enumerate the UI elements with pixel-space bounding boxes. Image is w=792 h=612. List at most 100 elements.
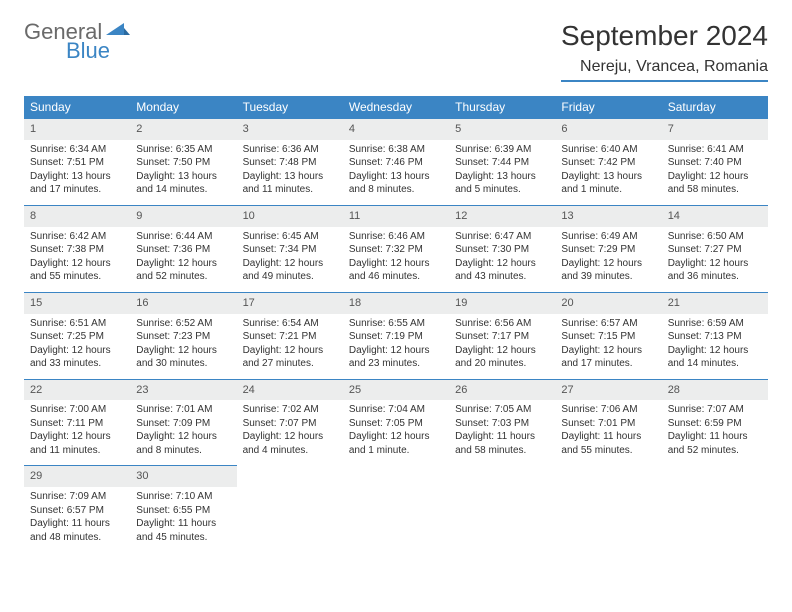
day-body: Sunrise: 6:57 AMSunset: 7:15 PMDaylight:… — [555, 314, 661, 379]
day-body: Sunrise: 6:35 AMSunset: 7:50 PMDaylight:… — [130, 140, 236, 205]
day-body: Sunrise: 6:34 AMSunset: 7:51 PMDaylight:… — [24, 140, 130, 205]
day-body: Sunrise: 6:41 AMSunset: 7:40 PMDaylight:… — [662, 140, 768, 205]
day-number: 21 — [662, 292, 768, 314]
calendar-day-cell: 22Sunrise: 7:00 AMSunset: 7:11 PMDayligh… — [24, 379, 130, 466]
day-number: 6 — [555, 118, 661, 140]
sunrise-text: Sunrise: 6:45 AM — [243, 230, 337, 244]
day-body: Sunrise: 6:38 AMSunset: 7:46 PMDaylight:… — [343, 140, 449, 205]
sunrise-text: Sunrise: 6:56 AM — [455, 317, 549, 331]
day-body: Sunrise: 7:00 AMSunset: 7:11 PMDaylight:… — [24, 400, 130, 465]
calendar-day-cell: 27Sunrise: 7:06 AMSunset: 7:01 PMDayligh… — [555, 379, 661, 466]
sunset-text: Sunset: 7:01 PM — [561, 417, 655, 431]
calendar-day-cell: 10Sunrise: 6:45 AMSunset: 7:34 PMDayligh… — [237, 205, 343, 292]
sunset-text: Sunset: 7:03 PM — [455, 417, 549, 431]
sunrise-text: Sunrise: 6:50 AM — [668, 230, 762, 244]
sunrise-text: Sunrise: 6:57 AM — [561, 317, 655, 331]
calendar-day-cell: 29Sunrise: 7:09 AMSunset: 6:57 PMDayligh… — [24, 465, 130, 552]
calendar-day-cell: 3Sunrise: 6:36 AMSunset: 7:48 PMDaylight… — [237, 118, 343, 205]
sunset-text: Sunset: 7:40 PM — [668, 156, 762, 170]
calendar-day-cell: 12Sunrise: 6:47 AMSunset: 7:30 PMDayligh… — [449, 205, 555, 292]
header: General Blue September 2024 Nereju, Vran… — [24, 20, 768, 82]
sunset-text: Sunset: 7:23 PM — [136, 330, 230, 344]
calendar-week-row: 8Sunrise: 6:42 AMSunset: 7:38 PMDaylight… — [24, 205, 768, 292]
sunset-text: Sunset: 7:17 PM — [455, 330, 549, 344]
day-number: 27 — [555, 379, 661, 401]
daylight-text: Daylight: 11 hours and 52 minutes. — [668, 430, 762, 457]
day-body: Sunrise: 7:06 AMSunset: 7:01 PMDaylight:… — [555, 400, 661, 465]
sunrise-text: Sunrise: 7:10 AM — [136, 490, 230, 504]
sunset-text: Sunset: 7:51 PM — [30, 156, 124, 170]
daylight-text: Daylight: 12 hours and 17 minutes. — [561, 344, 655, 371]
sunrise-text: Sunrise: 7:07 AM — [668, 403, 762, 417]
daylight-text: Daylight: 11 hours and 48 minutes. — [30, 517, 124, 544]
sunrise-text: Sunrise: 7:01 AM — [136, 403, 230, 417]
day-number: 14 — [662, 205, 768, 227]
day-number: 16 — [130, 292, 236, 314]
day-number: 12 — [449, 205, 555, 227]
calendar-day-cell: 21Sunrise: 6:59 AMSunset: 7:13 PMDayligh… — [662, 292, 768, 379]
weekday-header: Friday — [555, 96, 661, 118]
day-number: 20 — [555, 292, 661, 314]
sunrise-text: Sunrise: 7:05 AM — [455, 403, 549, 417]
daylight-text: Daylight: 12 hours and 14 minutes. — [668, 344, 762, 371]
calendar-day-cell: .. — [662, 465, 768, 552]
day-number: 9 — [130, 205, 236, 227]
daylight-text: Daylight: 12 hours and 27 minutes. — [243, 344, 337, 371]
calendar-day-cell: 23Sunrise: 7:01 AMSunset: 7:09 PMDayligh… — [130, 379, 236, 466]
calendar-header-row: SundayMondayTuesdayWednesdayThursdayFrid… — [24, 96, 768, 118]
day-number: 28 — [662, 379, 768, 401]
day-number: 24 — [237, 379, 343, 401]
day-number: 17 — [237, 292, 343, 314]
sunset-text: Sunset: 7:48 PM — [243, 156, 337, 170]
sunrise-text: Sunrise: 7:06 AM — [561, 403, 655, 417]
sunset-text: Sunset: 7:34 PM — [243, 243, 337, 257]
calendar-day-cell: .. — [237, 465, 343, 552]
calendar-day-cell: 11Sunrise: 6:46 AMSunset: 7:32 PMDayligh… — [343, 205, 449, 292]
day-body: Sunrise: 6:55 AMSunset: 7:19 PMDaylight:… — [343, 314, 449, 379]
sunset-text: Sunset: 6:59 PM — [668, 417, 762, 431]
daylight-text: Daylight: 12 hours and 58 minutes. — [668, 170, 762, 197]
daylight-text: Daylight: 12 hours and 49 minutes. — [243, 257, 337, 284]
sunset-text: Sunset: 6:57 PM — [30, 504, 124, 518]
day-body: Sunrise: 6:52 AMSunset: 7:23 PMDaylight:… — [130, 314, 236, 379]
sunrise-text: Sunrise: 6:42 AM — [30, 230, 124, 244]
day-number: 18 — [343, 292, 449, 314]
daylight-text: Daylight: 12 hours and 52 minutes. — [136, 257, 230, 284]
sunrise-text: Sunrise: 6:59 AM — [668, 317, 762, 331]
calendar-day-cell: 30Sunrise: 7:10 AMSunset: 6:55 PMDayligh… — [130, 465, 236, 552]
daylight-text: Daylight: 12 hours and 55 minutes. — [30, 257, 124, 284]
day-number: 15 — [24, 292, 130, 314]
daylight-text: Daylight: 12 hours and 1 minute. — [349, 430, 443, 457]
sunset-text: Sunset: 7:07 PM — [243, 417, 337, 431]
day-number: 3 — [237, 118, 343, 140]
daylight-text: Daylight: 13 hours and 14 minutes. — [136, 170, 230, 197]
weekday-header: Tuesday — [237, 96, 343, 118]
daylight-text: Daylight: 13 hours and 8 minutes. — [349, 170, 443, 197]
day-body: Sunrise: 6:56 AMSunset: 7:17 PMDaylight:… — [449, 314, 555, 379]
sunrise-text: Sunrise: 6:49 AM — [561, 230, 655, 244]
calendar-day-cell: 2Sunrise: 6:35 AMSunset: 7:50 PMDaylight… — [130, 118, 236, 205]
sunset-text: Sunset: 7:21 PM — [243, 330, 337, 344]
day-number: 7 — [662, 118, 768, 140]
title-block: September 2024 Nereju, Vrancea, Romania — [561, 20, 768, 82]
calendar-day-cell: 25Sunrise: 7:04 AMSunset: 7:05 PMDayligh… — [343, 379, 449, 466]
sunrise-text: Sunrise: 7:02 AM — [243, 403, 337, 417]
sunrise-text: Sunrise: 6:40 AM — [561, 143, 655, 157]
sunset-text: Sunset: 7:44 PM — [455, 156, 549, 170]
sunrise-text: Sunrise: 6:41 AM — [668, 143, 762, 157]
weekday-header: Sunday — [24, 96, 130, 118]
daylight-text: Daylight: 11 hours and 55 minutes. — [561, 430, 655, 457]
sunset-text: Sunset: 7:42 PM — [561, 156, 655, 170]
day-number: 25 — [343, 379, 449, 401]
calendar-day-cell: 24Sunrise: 7:02 AMSunset: 7:07 PMDayligh… — [237, 379, 343, 466]
sunset-text: Sunset: 7:09 PM — [136, 417, 230, 431]
sunrise-text: Sunrise: 6:44 AM — [136, 230, 230, 244]
sunset-text: Sunset: 7:38 PM — [30, 243, 124, 257]
sunset-text: Sunset: 7:36 PM — [136, 243, 230, 257]
sunrise-text: Sunrise: 6:55 AM — [349, 317, 443, 331]
day-number: 5 — [449, 118, 555, 140]
day-body: Sunrise: 6:47 AMSunset: 7:30 PMDaylight:… — [449, 227, 555, 292]
day-body: Sunrise: 7:10 AMSunset: 6:55 PMDaylight:… — [130, 487, 236, 552]
sunset-text: Sunset: 7:15 PM — [561, 330, 655, 344]
day-number: 23 — [130, 379, 236, 401]
